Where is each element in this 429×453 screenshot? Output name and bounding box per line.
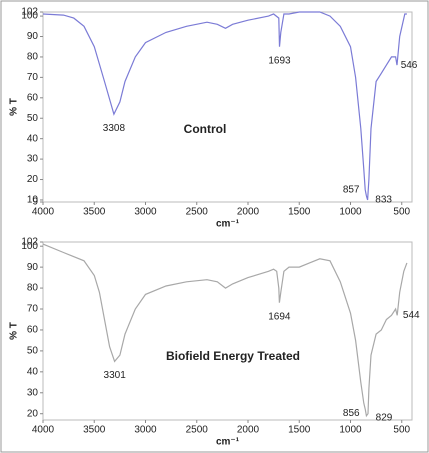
- x-tick-label: 4000: [32, 425, 55, 436]
- y-tick-label: 9: [32, 197, 38, 208]
- x-tick-label: 500: [393, 207, 410, 218]
- y-tick-label: 40: [27, 366, 39, 377]
- peak-label: 3301: [104, 370, 127, 381]
- y-tick-label: 100: [21, 11, 38, 22]
- y-tick-label: 70: [27, 72, 39, 83]
- chart-title: Biofield Energy Treated: [166, 349, 300, 363]
- plot-frame: [42, 241, 413, 421]
- y-tick-label: 80: [27, 52, 39, 63]
- y-tick-label: 60: [27, 325, 39, 336]
- x-tick-label: 1000: [339, 207, 362, 218]
- x-tick-label: 2500: [186, 425, 209, 436]
- peak-label: 829: [376, 412, 393, 423]
- x-tick-label: 3500: [83, 425, 106, 436]
- peak-label: 856: [343, 408, 360, 419]
- y-tick-label: 70: [27, 304, 39, 315]
- y-tick-label: 100: [21, 241, 38, 252]
- x-tick-label: 2000: [237, 207, 260, 218]
- x-tick-label: 1500: [288, 425, 311, 436]
- y-tick-label: 50: [27, 346, 39, 357]
- x-tick-label: 2000: [237, 425, 260, 436]
- y-tick-label: 90: [27, 31, 39, 42]
- x-tick-label: 1500: [288, 207, 311, 218]
- x-tick-label: 4000: [32, 207, 55, 218]
- peak-label: 857: [343, 184, 360, 195]
- y-tick-label: 90: [27, 262, 39, 273]
- x-axis-label: cm⁻¹: [216, 437, 240, 448]
- x-tick-label: 500: [393, 425, 410, 436]
- y-tick-label: 60: [27, 92, 39, 103]
- peak-label: 544: [403, 310, 420, 321]
- y-tick-label: 40: [27, 133, 39, 144]
- y-tick-label: 30: [27, 387, 39, 398]
- peak-label: 1694: [268, 311, 291, 322]
- y-tick-label: 102: [21, 237, 38, 248]
- x-tick-label: 1000: [339, 425, 362, 436]
- peak-label: 1693: [268, 55, 291, 66]
- x-tick-label: 3000: [134, 425, 157, 436]
- y-tick-label: 30: [27, 154, 39, 165]
- chart-title: Control: [184, 122, 227, 136]
- plot-frame: [42, 11, 413, 203]
- y-tick-label: 80: [27, 283, 39, 294]
- x-tick-label: 2500: [186, 207, 209, 218]
- peak-label: 546: [401, 60, 418, 71]
- x-tick-label: 3500: [83, 207, 106, 218]
- y-axis-label: % T: [9, 322, 20, 340]
- y-tick-label: 20: [27, 408, 39, 419]
- x-tick-label: 3000: [134, 207, 157, 218]
- y-tick-label: 20: [27, 174, 39, 185]
- peak-label: 3308: [103, 123, 126, 134]
- spectrum-line: [42, 243, 408, 418]
- spectrum-line: [42, 11, 407, 201]
- peak-label: 833: [375, 195, 392, 206]
- x-axis-label: cm⁻¹: [216, 219, 240, 230]
- y-axis-label: % T: [9, 98, 20, 116]
- y-tick-label: 50: [27, 113, 39, 124]
- y-tick-label: 102: [21, 7, 38, 18]
- y-tick-label: 10: [27, 195, 39, 206]
